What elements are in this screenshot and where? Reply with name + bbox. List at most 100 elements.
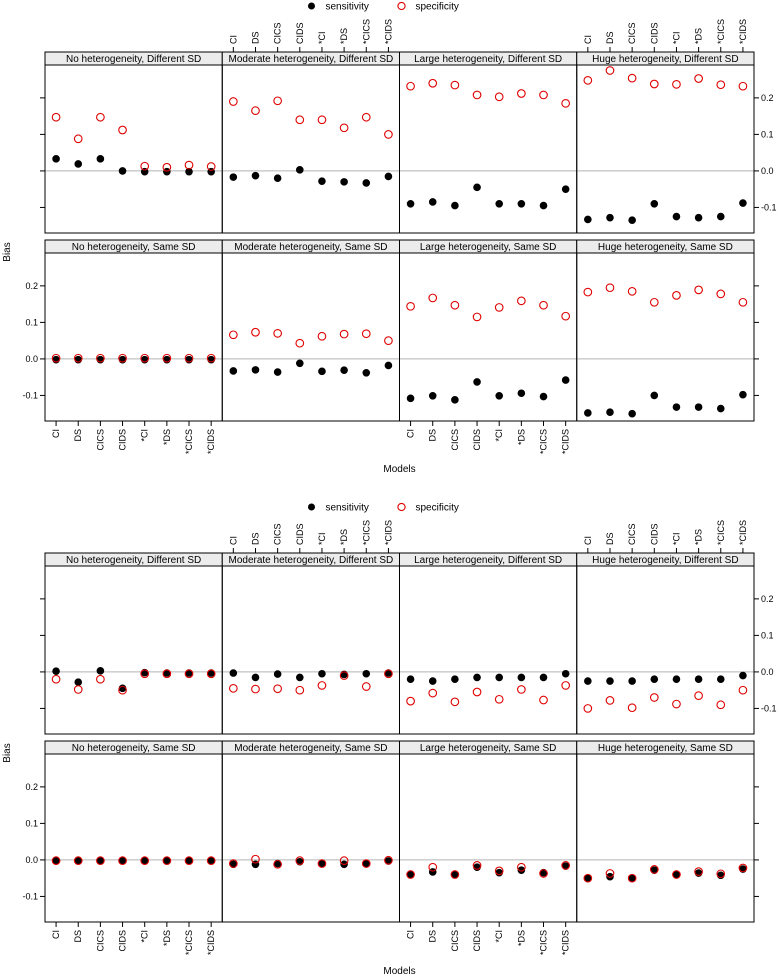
- point-sensitivity-CI: [406, 675, 415, 684]
- point-sensitivity-*CI: [672, 212, 681, 221]
- point-specificity-*CI: [317, 331, 327, 341]
- y-tick-label-right: -0.1: [761, 703, 777, 713]
- point-specificity-*CI: [494, 303, 504, 312]
- point-sensitivity-CI: [229, 367, 238, 375]
- point-specificity-CI: [228, 97, 238, 106]
- panel-1-1: No heterogeneity, Different SD: [44, 552, 223, 735]
- y-tick-label-right: 0.1: [761, 630, 774, 640]
- point-sensitivity-DS: [428, 392, 437, 400]
- x-tick-label-CICS: CICS: [627, 523, 637, 545]
- point-specificity-*CI: [140, 669, 150, 679]
- point-specificity-CIDS: [649, 79, 659, 89]
- point-sensitivity-*CI: [495, 392, 504, 400]
- point-specificity-CIDS: [472, 312, 482, 322]
- point-sensitivity-*CICS: [716, 404, 725, 413]
- panel-title: Moderate heterogeneity, Different SD: [229, 555, 394, 566]
- point-specificity-DS: [605, 283, 615, 293]
- y-axis-title: Bias: [2, 242, 13, 261]
- x-tick-label-DS: DS: [428, 930, 438, 943]
- point-specificity-*DS: [339, 856, 349, 865]
- panel-border: [576, 64, 755, 234]
- point-specificity-CIDS: [472, 90, 482, 100]
- point-specificity-CICS: [450, 697, 460, 707]
- panel-title: Huge heterogeneity, Same SD: [598, 743, 733, 754]
- legend-marker-sensitivity: [308, 2, 315, 10]
- x-tick-label-CIDS: CIDS: [472, 930, 482, 952]
- x-tick-label-*DS: *DS: [339, 529, 349, 545]
- point-sensitivity-CIDS: [650, 675, 659, 684]
- x-tick-label-CI: CI: [51, 429, 61, 438]
- panel-title: Large heterogeneity, Different SD: [414, 555, 562, 566]
- y-tick-label-left: 0.1: [25, 317, 38, 327]
- point-sensitivity-*DS: [517, 199, 526, 208]
- point-sensitivity-*CICS: [539, 201, 548, 210]
- point-specificity-CI: [583, 704, 593, 713]
- point-sensitivity-CIDS: [118, 167, 127, 175]
- panel-title: No heterogeneity, Same SD: [72, 242, 196, 253]
- x-tick-label-CI: CI: [228, 35, 238, 44]
- x-tick-label-*CI: *CI: [140, 429, 150, 442]
- point-sensitivity-*CICS: [716, 675, 725, 684]
- y-tick-label-right: 0.2: [761, 594, 774, 604]
- panel-title: Large heterogeneity, Same SD: [420, 743, 557, 754]
- panel-border: [221, 252, 400, 422]
- point-specificity-CI: [583, 873, 593, 883]
- point-specificity-CI: [406, 696, 415, 706]
- point-specificity-*CIDS: [738, 685, 748, 695]
- point-specificity-*CIDS: [206, 856, 216, 865]
- point-specificity-*CICS: [184, 669, 194, 679]
- point-specificity-*CICS: [184, 353, 194, 363]
- x-tick-label-DS: DS: [605, 532, 615, 545]
- x-tick-label-DS: DS: [73, 930, 83, 943]
- panel-border: [221, 753, 400, 923]
- x-tick-label-*CICS: *CICS: [361, 520, 371, 545]
- point-specificity-CICS: [273, 859, 282, 869]
- point-sensitivity-CICS: [96, 667, 105, 675]
- point-sensitivity-*CICS: [716, 212, 725, 221]
- point-sensitivity-*CI: [318, 669, 326, 678]
- chart-2: sensitivity specificity No heterogeneity, …: [2, 503, 777, 978]
- point-specificity-DS: [605, 696, 615, 705]
- point-specificity-CICS: [96, 353, 105, 363]
- point-specificity-*CICS: [716, 80, 726, 90]
- point-specificity-CICS: [450, 870, 460, 879]
- x-tick-label-*CICS: *CICS: [184, 429, 194, 454]
- point-sensitivity-*CIDS: [739, 671, 747, 680]
- point-specificity-*DS: [162, 856, 172, 865]
- point-sensitivity-CICS: [628, 677, 636, 685]
- point-specificity-DS: [73, 856, 83, 865]
- y-tick-label-left: 0.1: [25, 818, 38, 828]
- point-specificity-*CICS: [361, 112, 371, 122]
- x-tick-label-CICS: CICS: [95, 429, 105, 451]
- point-sensitivity-*CIDS: [561, 185, 570, 193]
- point-sensitivity-*DS: [163, 167, 171, 176]
- panel-title: Moderate heterogeneity, Same SD: [234, 242, 387, 253]
- point-specificity-*CI: [672, 699, 681, 709]
- point-sensitivity-*CICS: [362, 669, 371, 678]
- point-specificity-*CI: [672, 80, 681, 89]
- x-tick-label-CICS: CICS: [95, 930, 105, 952]
- point-sensitivity-CIDS: [295, 673, 304, 682]
- point-specificity-*CICS: [361, 859, 371, 868]
- point-sensitivity-CIDS: [650, 199, 659, 208]
- x-tick-label-DS: DS: [428, 429, 438, 442]
- point-sensitivity-DS: [251, 366, 260, 374]
- point-sensitivity-*CIDS: [561, 376, 570, 384]
- panel-title: Moderate heterogeneity, Different SD: [229, 54, 394, 65]
- point-specificity-CICS: [96, 112, 105, 122]
- panel-border: [221, 565, 400, 735]
- point-specificity-DS: [73, 134, 83, 144]
- point-sensitivity-CI: [52, 155, 60, 163]
- panel-2-2: Moderate heterogeneity, Same SD: [221, 239, 400, 422]
- x-tick-label-DS: DS: [73, 429, 83, 442]
- point-sensitivity-CIDS: [473, 183, 481, 192]
- point-specificity-CICS: [96, 856, 105, 865]
- point-specificity-CICS: [627, 703, 637, 713]
- legend-marker-sensitivity: [308, 503, 315, 511]
- x-tick-label-DS: DS: [250, 532, 260, 545]
- point-specificity-CICS: [273, 684, 282, 694]
- x-tick-label-*DS: *DS: [694, 28, 704, 44]
- point-specificity-*DS: [694, 691, 703, 701]
